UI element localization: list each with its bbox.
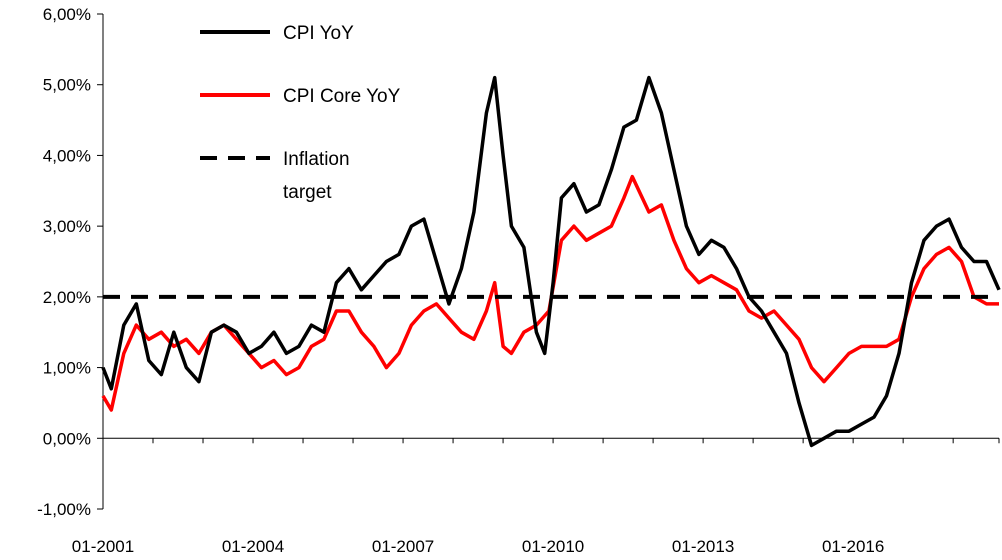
legend-label: CPI YoY	[283, 23, 354, 44]
y-axis: 6,00% 5,00% 4,00% 3,00% 2,00% 1,00% 0,00% -1,00…	[37, 5, 104, 519]
legend-label: target	[283, 182, 332, 203]
legend-label: Inflation	[283, 149, 350, 170]
x-tick-label: 01-2001	[72, 537, 134, 556]
x-tick-label: 01-2007	[372, 537, 434, 556]
series-line-cpi-core-yoy	[101, 174, 999, 412]
y-tick-label: -1,00%	[37, 500, 91, 519]
x-tick-label: 01-2013	[672, 537, 734, 556]
series-layer	[101, 75, 1001, 448]
y-tick-label: 3,00%	[43, 217, 91, 236]
y-tick-label: 2,00%	[43, 288, 91, 307]
x-tick-label: 01-2010	[522, 537, 584, 556]
y-tick-label: 0,00%	[43, 429, 91, 448]
series-line-cpi-yoy	[101, 75, 1001, 448]
legend: CPI YoY CPI Core YoY Inflation target	[200, 23, 401, 203]
y-tick-label: 1,00%	[43, 359, 91, 378]
y-tick-label: 6,00%	[43, 5, 91, 24]
x-tick-label: 01-2016	[822, 537, 884, 556]
y-tick-label: 5,00%	[43, 76, 91, 95]
x-axis: 01-2001 01-2004 01-2007 01-2010 01-2013 01-20…	[72, 437, 1000, 556]
y-tick-label: 4,00%	[43, 146, 91, 165]
legend-label: CPI Core YoY	[283, 86, 401, 107]
x-tick-label: 01-2004	[222, 537, 284, 556]
